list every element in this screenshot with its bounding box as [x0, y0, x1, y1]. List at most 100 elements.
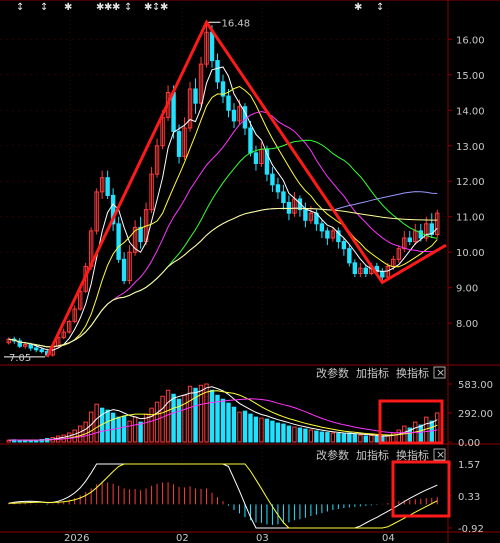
candle-body: [396, 248, 402, 260]
volume-bar: [435, 412, 440, 443]
candle-body: [154, 145, 160, 175]
candle-body: [72, 308, 77, 322]
volume-bar: [264, 418, 270, 443]
top-marker: ✱: [64, 2, 72, 13]
volume-tick-label: 583.00: [458, 380, 493, 391]
volume-bar: [77, 425, 83, 443]
volume-bar: [176, 398, 182, 443]
candle-body: [352, 262, 358, 275]
volume-bar: [171, 393, 176, 443]
macd-tick-label: 0.33: [458, 492, 480, 503]
volume-bar: [132, 416, 138, 443]
volume-bar: [363, 435, 369, 443]
top-marker: ✱: [354, 2, 362, 13]
candle-body: [110, 194, 116, 225]
volume-bar: [193, 387, 198, 443]
panel-button-vol-0[interactable]: 改参数: [316, 366, 349, 380]
volume-bar: [369, 435, 374, 443]
candle-body: [127, 251, 132, 282]
top-marker: ✱: [144, 2, 152, 13]
volume-bar: [116, 416, 121, 443]
volume-bar: [429, 420, 434, 443]
volume-bar: [248, 413, 253, 443]
close-icon[interactable]: ×: [436, 366, 445, 379]
macd-tick-label: 1.57: [458, 460, 480, 471]
close-panel-button[interactable]: [433, 366, 446, 379]
high-annotation: 16.48: [222, 18, 251, 29]
volume-bar: [72, 429, 77, 443]
candle-body: [149, 173, 154, 211]
volume-ma-line: [8, 386, 438, 441]
volume-bar: [105, 409, 110, 443]
price-tick-label: 11.00: [456, 213, 485, 224]
x-tick-label: 03: [256, 533, 269, 543]
candle-body: [193, 88, 198, 104]
candle-body: [242, 106, 248, 129]
candle-body: [237, 106, 242, 122]
candle-body: [336, 230, 341, 243]
candle-body: [39, 349, 44, 353]
candle-body: [281, 191, 286, 204]
candle-body: [66, 320, 72, 333]
volume-bar: [358, 434, 363, 443]
candle-body: [429, 223, 434, 235]
candle-body: [116, 223, 121, 260]
candle-body: [132, 226, 138, 253]
panel-button-vol-2[interactable]: 换指标: [396, 366, 429, 380]
volume-bar: [259, 417, 264, 443]
candle-body: [176, 131, 182, 157]
candle-body: [358, 267, 363, 275]
price-tick-label: 14.00: [456, 106, 485, 117]
candle-body: [94, 191, 99, 232]
price-tick-label: 10.00: [456, 248, 485, 259]
volume-tick-label: 292.00: [458, 409, 493, 420]
volume-bar: [286, 425, 292, 443]
panel-button-vol-1[interactable]: 加指标: [356, 366, 389, 380]
close-icon[interactable]: ×: [436, 448, 445, 461]
candle-body: [308, 212, 314, 221]
volume-bar: [325, 432, 330, 443]
volume-tick-label: 0.00: [458, 438, 480, 449]
moving-average-line: [8, 85, 438, 348]
candle-body: [402, 237, 407, 250]
volume-bar: [308, 429, 314, 443]
close-panel-button[interactable]: [433, 448, 446, 461]
candle-body: [17, 340, 22, 347]
candle-body: [220, 81, 226, 97]
candle-body: [77, 290, 83, 310]
candle-body: [198, 63, 204, 104]
volume-bar: [253, 416, 259, 443]
candle-body: [253, 152, 259, 164]
candle-body: [270, 173, 275, 186]
volume-bar: [330, 432, 336, 443]
candle-body: [105, 177, 110, 196]
candle-body: [363, 267, 369, 275]
volume-bar: [347, 432, 352, 443]
moving-average-line: [8, 207, 438, 348]
macd-dea-line: [8, 463, 438, 529]
candle-body: [286, 202, 292, 214]
panel-button-macd-2[interactable]: 换指标: [396, 448, 429, 462]
candle-body: [187, 88, 193, 129]
volume-bar: [187, 385, 193, 443]
panel-button-macd-0[interactable]: 改参数: [316, 448, 349, 462]
volume-bar: [149, 407, 154, 443]
volume-bar: [319, 431, 325, 443]
top-marker: ↕: [16, 2, 24, 13]
panel-button-macd-1[interactable]: 加指标: [356, 448, 389, 462]
candle-body: [61, 331, 66, 338]
volume-bar: [396, 429, 402, 443]
volume-bar: [94, 403, 99, 443]
candle-body: [424, 223, 429, 239]
volume-bar: [374, 436, 380, 443]
candle-body: [418, 230, 423, 239]
volume-bar: [83, 421, 88, 443]
highlight-box: [378, 399, 444, 445]
volume-bar: [281, 423, 286, 443]
top-marker: ↕: [376, 2, 384, 13]
volume-bar: [231, 406, 237, 443]
candle-body: [407, 237, 412, 243]
volume-bar: [226, 402, 231, 443]
